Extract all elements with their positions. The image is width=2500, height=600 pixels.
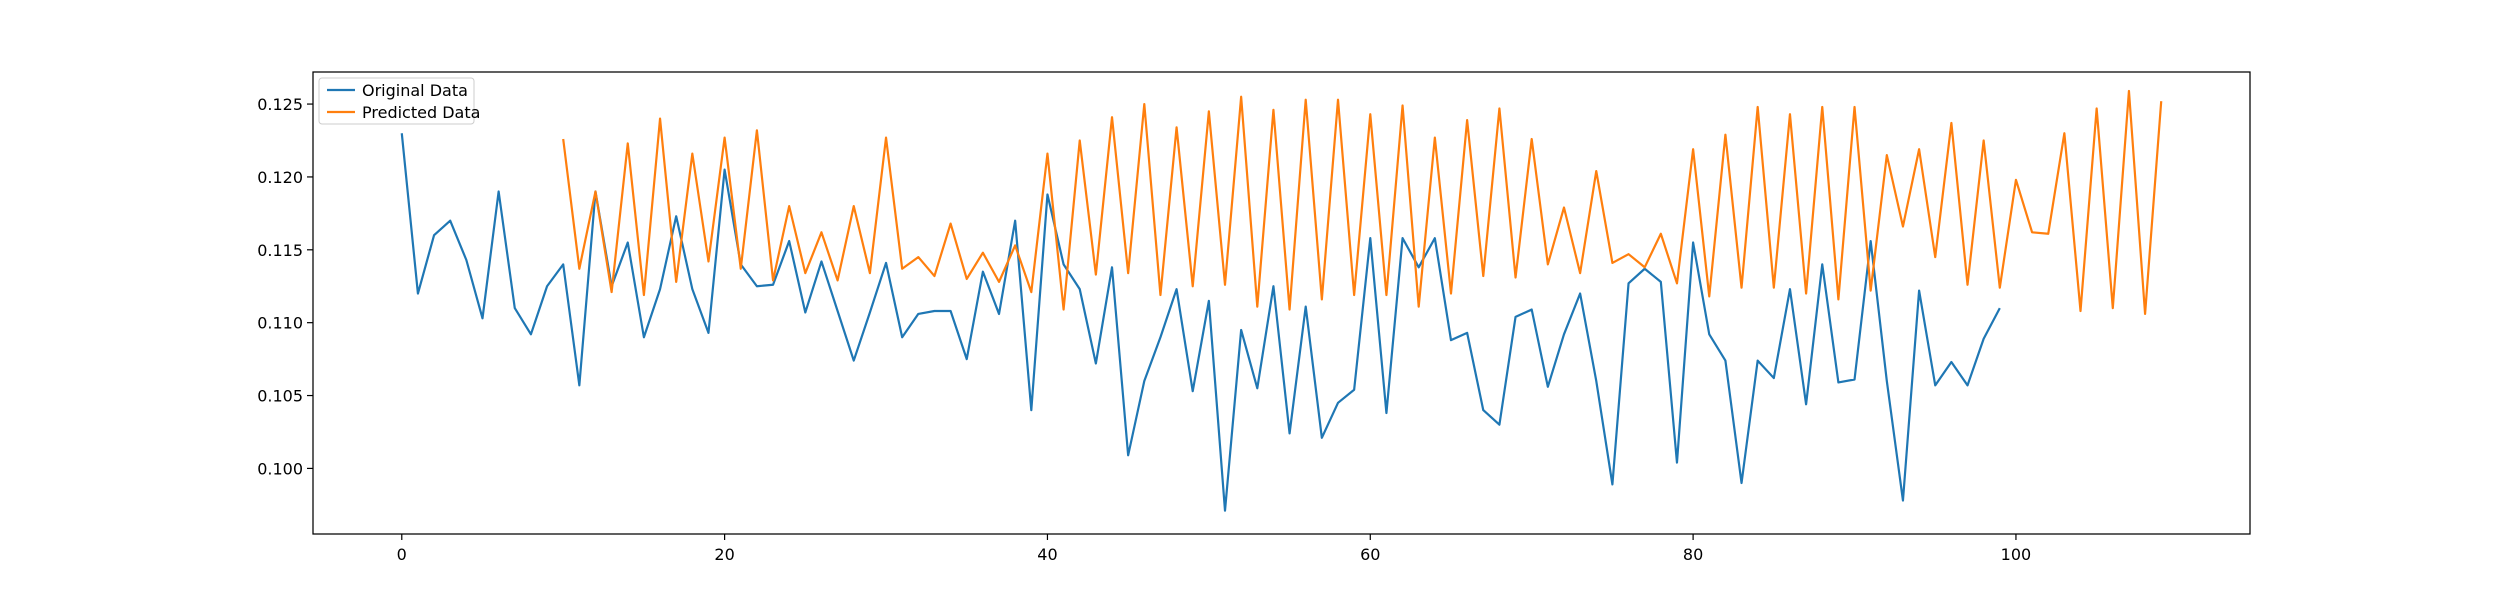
legend-box (318, 77, 475, 125)
y-tick-label: 0.125 (257, 95, 303, 114)
y-axis: 0.100 0.105 0.110 0.115 0.120 0.125 (257, 95, 313, 478)
y-tick-label: 0.105 (257, 387, 303, 406)
x-axis: 0 20 40 60 80 100 (397, 534, 2032, 564)
legend-label-predicted-data: Predicted Data (362, 103, 480, 122)
x-tick-label: 0 (397, 545, 407, 564)
legend-label-original-data: Original Data (362, 81, 468, 100)
y-tick-label: 0.115 (257, 241, 303, 260)
x-tick-label: 80 (1683, 545, 1703, 564)
x-tick-label: 60 (1360, 545, 1380, 564)
series-lines (400, 89, 2163, 512)
y-tick-label: 0.110 (257, 314, 303, 333)
x-tick-label: 20 (714, 545, 734, 564)
y-tick-label: 0.100 (257, 459, 303, 478)
x-tick-label: 40 (1037, 545, 1057, 564)
legend: Original Data Predicted Data (318, 77, 480, 125)
plot-area-frame (312, 71, 2251, 535)
y-tick-label: 0.120 (257, 168, 303, 187)
series-line-original-data (400, 133, 2001, 512)
series-line-predicted-data (562, 89, 2163, 316)
x-tick-label: 100 (2001, 545, 2032, 564)
